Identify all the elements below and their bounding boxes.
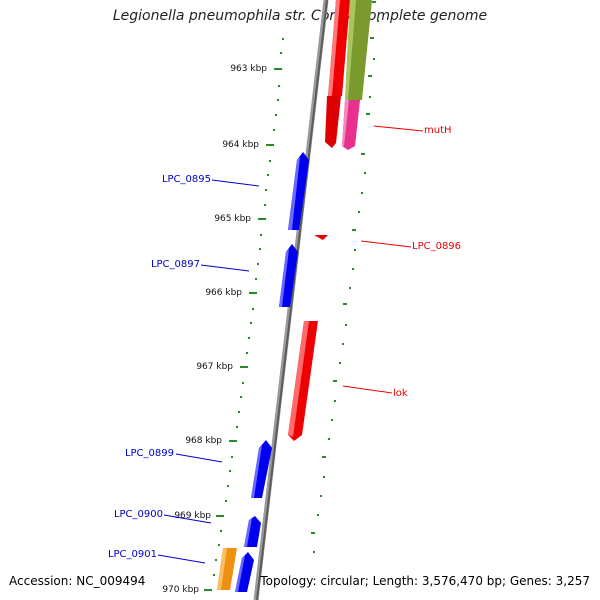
kbp-label: 965 kbp xyxy=(214,214,251,224)
gene-LPC_0901[interactable] xyxy=(235,552,254,592)
leader-LPC_0900 xyxy=(163,514,212,524)
leader-LPC_0899 xyxy=(175,453,223,463)
leader-mutH xyxy=(373,125,424,132)
outer-tick-ring xyxy=(311,1,379,553)
label-LPC_0901[interactable]: LPC_0901 xyxy=(108,549,157,560)
kbp-label: 969 kbp xyxy=(174,511,211,521)
label-LPC_0897[interactable]: LPC_0897 xyxy=(151,259,200,270)
inner-tick-ring xyxy=(204,38,284,591)
kbp-label: 964 kbp xyxy=(222,140,259,150)
leader-LPC_0895 xyxy=(211,179,260,187)
label-LPC_0895[interactable]: LPC_0895 xyxy=(162,174,211,185)
gene-labels: mutH LPC_0896 lok LPC_0895 LPC_0897 LPC_… xyxy=(108,125,461,560)
gene-mutH-region[interactable] xyxy=(325,0,372,150)
kbp-label: 967 kbp xyxy=(196,362,233,372)
gene-mutH[interactable] xyxy=(325,96,341,148)
gene-LPC_0897[interactable] xyxy=(279,244,298,307)
label-LPC_0900[interactable]: LPC_0900 xyxy=(114,509,163,520)
accession-text: Accession: NC_009494 xyxy=(9,574,146,588)
kbp-label: 968 kbp xyxy=(185,436,222,446)
leader-LPC_0901 xyxy=(157,554,206,564)
kbp-labels: 963 kbp 964 kbp 965 kbp 966 kbp 967 kbp … xyxy=(162,64,267,595)
gene-LPC_0900[interactable] xyxy=(244,516,261,547)
gene-feature-orange[interactable] xyxy=(217,548,237,590)
highlight xyxy=(345,0,356,100)
label-LPC_0899[interactable]: LPC_0899 xyxy=(125,448,174,459)
kbp-label: 966 kbp xyxy=(205,288,242,298)
gene-lok[interactable] xyxy=(288,321,318,441)
label-LPC_0896[interactable]: LPC_0896 xyxy=(412,241,461,252)
label-leaders xyxy=(157,125,424,564)
leader-LPC_0896 xyxy=(360,240,412,248)
highlight xyxy=(328,0,340,96)
gene-LPC_0895[interactable] xyxy=(288,152,309,230)
gene-LPC_0896[interactable] xyxy=(314,235,328,240)
kbp-label: 963 kbp xyxy=(230,64,267,74)
label-mutH[interactable]: mutH xyxy=(424,125,452,136)
genome-backbone xyxy=(253,0,329,600)
topology-summary: Topology: circular; Length: 3,576,470 bp… xyxy=(260,574,590,588)
highlight xyxy=(342,100,349,146)
leader-lok xyxy=(342,385,393,394)
leader-LPC_0897 xyxy=(200,264,250,272)
label-lok[interactable]: lok xyxy=(393,388,408,399)
gene-LPC_0899[interactable] xyxy=(251,440,272,498)
map-title: Legionella pneumophila str. Corby, compl… xyxy=(112,8,488,24)
kbp-label: 970 kbp xyxy=(162,585,199,595)
